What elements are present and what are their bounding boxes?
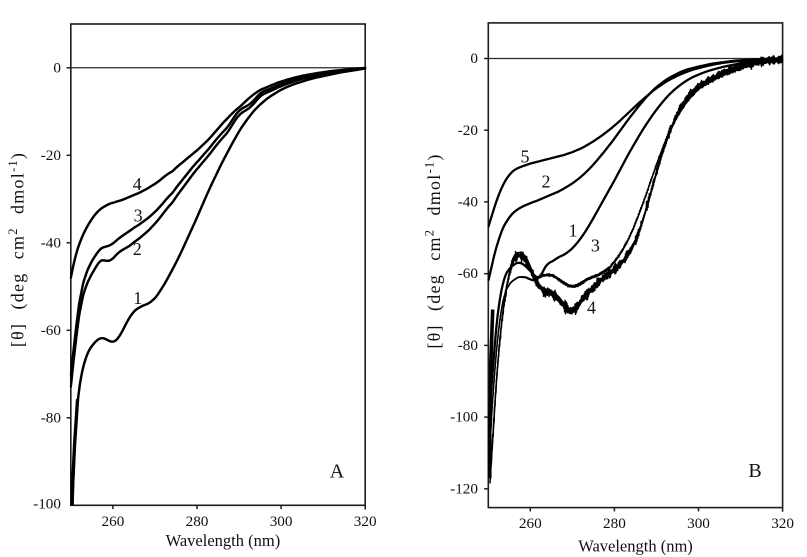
svg-text:Wavelength (nm): Wavelength (nm) xyxy=(578,536,693,555)
svg-text:280: 280 xyxy=(603,515,626,532)
svg-text:-100: -100 xyxy=(33,496,61,513)
svg-text:320: 320 xyxy=(354,513,377,530)
svg-text:Wavelength (nm): Wavelength (nm) xyxy=(166,531,281,550)
svg-text:4: 4 xyxy=(587,297,596,317)
svg-text:-100: -100 xyxy=(450,409,478,426)
svg-text:0: 0 xyxy=(470,50,478,67)
svg-text:-80: -80 xyxy=(458,337,479,354)
svg-text:300: 300 xyxy=(687,515,710,532)
svg-text:B: B xyxy=(748,460,761,482)
svg-text:A: A xyxy=(330,461,345,483)
svg-text:260: 260 xyxy=(519,515,542,532)
svg-text:4: 4 xyxy=(133,174,142,194)
svg-text:1: 1 xyxy=(569,220,578,240)
svg-text:-20: -20 xyxy=(458,122,479,139)
svg-text:-40: -40 xyxy=(41,234,62,251)
svg-text:[θ] (deg cm2 dmol-1): [θ] (deg cm2 dmol-1) xyxy=(6,152,29,347)
svg-text:-40: -40 xyxy=(458,194,479,211)
svg-text:280: 280 xyxy=(186,513,209,530)
svg-text:0: 0 xyxy=(53,59,61,76)
svg-text:3: 3 xyxy=(134,205,143,225)
svg-text:2: 2 xyxy=(133,239,142,259)
svg-text:-20: -20 xyxy=(41,147,62,164)
svg-text:3: 3 xyxy=(591,236,600,256)
svg-text:300: 300 xyxy=(270,513,293,530)
svg-text:-120: -120 xyxy=(450,480,478,497)
svg-text:1: 1 xyxy=(133,288,142,308)
svg-text:2: 2 xyxy=(542,171,551,191)
svg-text:-80: -80 xyxy=(41,409,62,426)
svg-text:-60: -60 xyxy=(458,265,479,282)
svg-text:5: 5 xyxy=(521,146,530,166)
svg-text:260: 260 xyxy=(102,513,125,530)
svg-text:-60: -60 xyxy=(41,322,62,339)
svg-text:320: 320 xyxy=(771,515,794,532)
svg-text:[θ] (deg cm2 dmol-1): [θ] (deg cm2 dmol-1) xyxy=(423,153,446,348)
